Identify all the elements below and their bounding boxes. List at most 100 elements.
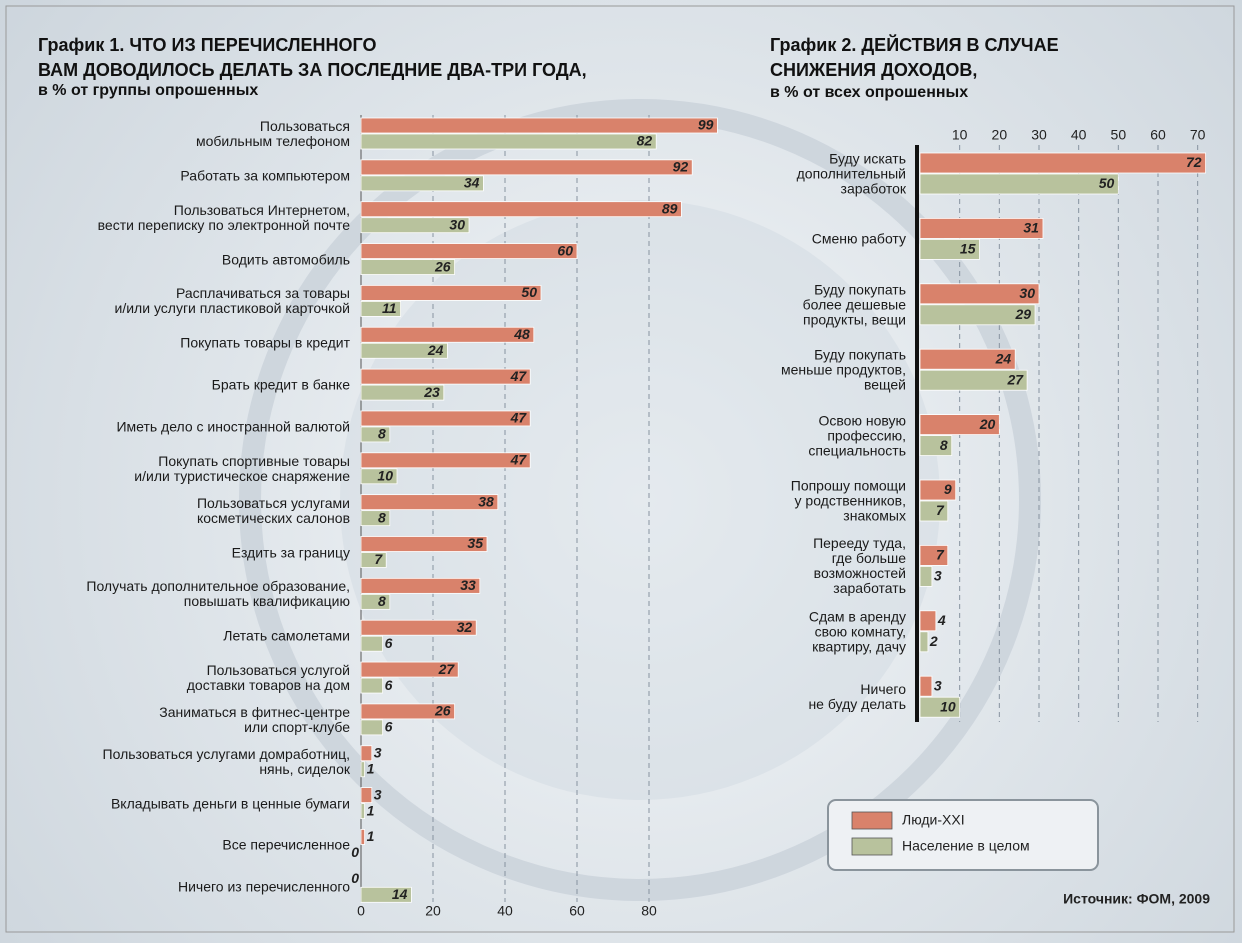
category-label: Сменю работу — [811, 230, 906, 247]
category-label: Буду искать дополнительный заработок — [796, 150, 906, 197]
value-label: 26 — [434, 258, 451, 274]
value-label: 10 — [377, 468, 393, 484]
value-label: 27 — [1007, 371, 1025, 387]
bar — [360, 243, 578, 259]
category-label: Летать самолетами — [223, 627, 350, 644]
value-label: 26 — [434, 703, 451, 719]
value-label: 20 — [979, 416, 996, 432]
value-label: 7 — [374, 551, 383, 567]
legend-box — [827, 799, 1099, 871]
x-tick-label: 60 — [569, 903, 585, 919]
category-label: Пользоваться услугами домработниц, нянь,… — [102, 745, 350, 777]
chart-subtitle: в % от группы опрошенных — [38, 82, 259, 99]
bar — [360, 510, 391, 527]
category-label: Сдам в аренду свою комнату, квартиру, да… — [808, 608, 906, 655]
bar — [360, 577, 481, 594]
bar — [919, 152, 1207, 174]
value-label: 47 — [510, 410, 528, 426]
category-label: Пользоваться мобильным телефоном — [196, 118, 350, 149]
category-label: Ездить за границу — [231, 544, 350, 560]
value-label: 50 — [521, 284, 537, 300]
category-label: Вкладывать деньги в ценные бумаги — [110, 795, 350, 812]
value-label: 8 — [940, 437, 948, 453]
value-label: 72 — [1186, 154, 1202, 170]
bar — [919, 696, 961, 718]
x-tick-label: 40 — [1071, 127, 1087, 143]
category-label: Работать за компьютером — [180, 167, 350, 184]
bar — [360, 677, 384, 694]
value-label: 92 — [673, 159, 689, 175]
source: Источник: ФОМ, 2009 — [1063, 891, 1210, 907]
bar — [919, 479, 957, 501]
bar — [919, 631, 929, 653]
value-label: 11 — [382, 300, 397, 316]
value-label: 7 — [936, 502, 945, 518]
x-tick-label: 20 — [992, 127, 1008, 143]
bar — [360, 217, 470, 234]
x-tick-label: 70 — [1190, 127, 1206, 143]
bar — [360, 536, 488, 552]
value-label: 47 — [510, 452, 528, 468]
value-label: 34 — [464, 175, 480, 191]
bar — [360, 368, 531, 385]
category-label: Освою новую профессию, специальность — [808, 412, 906, 459]
value-label: 3 — [374, 786, 382, 802]
value-label: 60 — [557, 242, 573, 258]
bar — [360, 719, 384, 736]
bar — [919, 545, 949, 566]
value-label: 1 — [367, 828, 375, 844]
value-label: 8 — [378, 509, 386, 525]
category-label: Покупать товары в кредит — [180, 334, 350, 351]
x-tick-label: 0 — [357, 903, 365, 919]
bar — [360, 201, 682, 218]
legend-label: Население в целом — [902, 838, 1030, 854]
bar — [360, 452, 531, 469]
bar — [360, 761, 365, 778]
category-label: Перееду туда, где больше возможностей за… — [813, 535, 906, 597]
bar — [360, 175, 484, 192]
value-label: 32 — [457, 619, 473, 635]
category-label: Буду покупать более дешевые продукты, ве… — [802, 281, 906, 328]
value-label: 29 — [1014, 306, 1031, 322]
value-label: 6 — [385, 677, 393, 693]
category-label: Попрошу помощи у родственников, знакомых — [790, 477, 906, 524]
value-label: 8 — [378, 426, 386, 442]
bar — [360, 803, 365, 819]
value-label: 23 — [423, 384, 440, 400]
bar — [360, 787, 373, 803]
value-label: 30 — [1019, 285, 1035, 301]
category-label: Буду покупать меньше продуктов, вещей — [780, 346, 906, 393]
category-label: Водить автомобиль — [221, 251, 350, 268]
bar — [919, 414, 1000, 436]
chart-subtitle: в % от всех опрошенных — [770, 84, 969, 101]
bar — [919, 675, 933, 697]
bar — [360, 159, 693, 176]
legend-swatch — [851, 837, 893, 856]
value-label: 6 — [385, 635, 393, 651]
bar — [360, 886, 412, 903]
value-label: 30 — [449, 216, 465, 232]
bar — [919, 238, 980, 260]
category-label: Брать кредит в банке — [211, 376, 350, 393]
value-label: 15 — [960, 241, 976, 257]
bar — [919, 500, 949, 522]
legend-label: Люди-XXI — [902, 812, 965, 828]
value-label: 7 — [936, 547, 945, 563]
bar — [360, 259, 455, 275]
bar — [919, 283, 1040, 305]
value-label: 31 — [1023, 220, 1039, 236]
value-label: 1 — [367, 760, 375, 776]
x-tick-label: 30 — [1031, 127, 1047, 143]
x-tick-label: 50 — [1111, 127, 1127, 143]
bar — [360, 133, 657, 150]
value-label: 4 — [937, 612, 946, 628]
bar — [919, 435, 953, 457]
value-label: 9 — [944, 481, 952, 497]
bar — [360, 426, 391, 443]
bar — [360, 326, 535, 343]
value-label: 24 — [995, 350, 1012, 366]
category-label: Заниматься в фитнес-центре или спорт-клу… — [159, 703, 350, 735]
value-label: 10 — [940, 698, 956, 714]
bar — [919, 610, 937, 632]
